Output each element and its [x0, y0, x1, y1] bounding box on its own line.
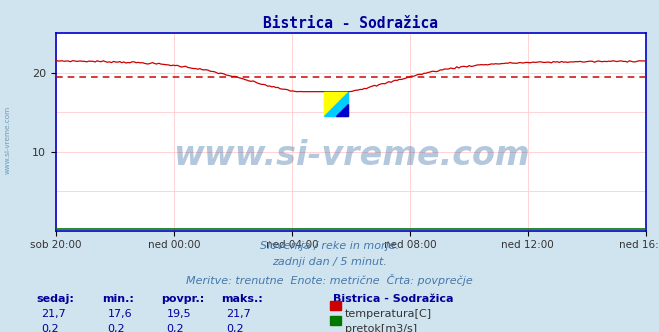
Polygon shape: [324, 93, 348, 116]
Text: 0,2: 0,2: [42, 324, 59, 332]
Polygon shape: [336, 104, 348, 116]
Text: www.si-vreme.com: www.si-vreme.com: [173, 139, 529, 172]
Text: sedaj:: sedaj:: [36, 294, 74, 304]
Text: 21,7: 21,7: [226, 309, 251, 319]
Text: Bistrica - Sodražica: Bistrica - Sodražica: [333, 294, 453, 304]
Text: zadnji dan / 5 minut.: zadnji dan / 5 minut.: [272, 257, 387, 267]
Text: maks.:: maks.:: [221, 294, 262, 304]
Text: temperatura[C]: temperatura[C]: [345, 309, 432, 319]
Polygon shape: [324, 93, 348, 116]
Text: povpr.:: povpr.:: [161, 294, 205, 304]
Text: www.si-vreme.com: www.si-vreme.com: [5, 105, 11, 174]
Text: 17,6: 17,6: [107, 309, 132, 319]
Text: 0,2: 0,2: [226, 324, 244, 332]
Text: Meritve: trenutne  Enote: metrične  Črta: povprečje: Meritve: trenutne Enote: metrične Črta: …: [186, 274, 473, 286]
Text: 0,2: 0,2: [107, 324, 125, 332]
Text: min.:: min.:: [102, 294, 134, 304]
Title: Bistrica - Sodražica: Bistrica - Sodražica: [264, 16, 438, 31]
Text: Slovenija / reke in morje.: Slovenija / reke in morje.: [260, 241, 399, 251]
Text: pretok[m3/s]: pretok[m3/s]: [345, 324, 416, 332]
Text: 21,7: 21,7: [42, 309, 67, 319]
Text: 19,5: 19,5: [167, 309, 191, 319]
Text: 0,2: 0,2: [167, 324, 185, 332]
